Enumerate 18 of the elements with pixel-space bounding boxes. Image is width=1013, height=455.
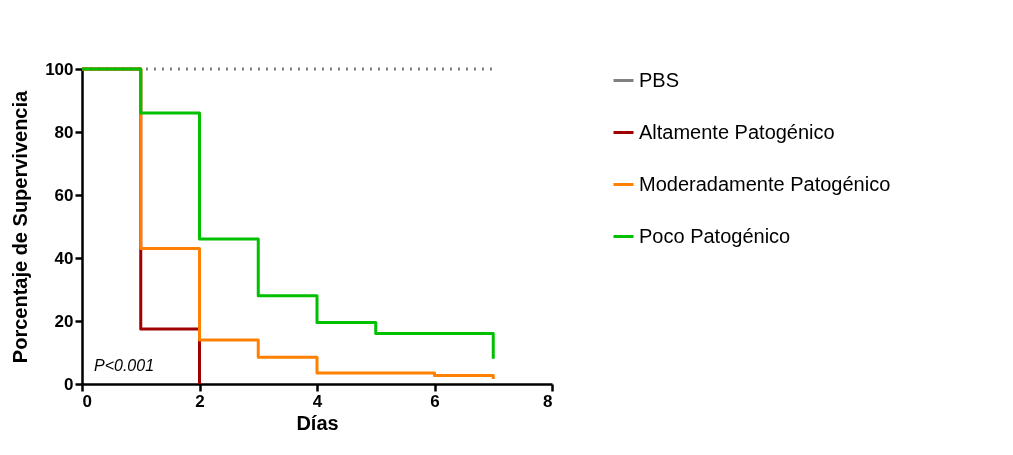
y-tick-label: 20 <box>54 311 74 331</box>
legend-label: PBS <box>639 68 680 91</box>
x-tick-label: 0 <box>82 391 92 411</box>
y-tick-label: 80 <box>54 122 74 142</box>
legend-label: Altamente Patogénico <box>639 120 835 143</box>
legend-label: Poco Patogénico <box>639 224 791 247</box>
x-tick-label: 8 <box>543 391 553 411</box>
y-tick-label: 60 <box>54 185 74 205</box>
annotation: P<0.001 <box>94 357 155 374</box>
y-tick-label: 40 <box>54 248 74 268</box>
x-tick-label: 4 <box>312 391 323 411</box>
x-tick-label: 6 <box>430 391 440 411</box>
x-tick-label: 2 <box>195 391 205 411</box>
y-tick-label: 0 <box>64 374 74 394</box>
y-tick-label: 100 <box>45 59 74 79</box>
legend-label: Moderadamente Patogénico <box>639 172 891 195</box>
x-axis-title: Días <box>296 411 339 434</box>
y-axis-title: Porcentaje de Supervivencia <box>9 89 32 364</box>
